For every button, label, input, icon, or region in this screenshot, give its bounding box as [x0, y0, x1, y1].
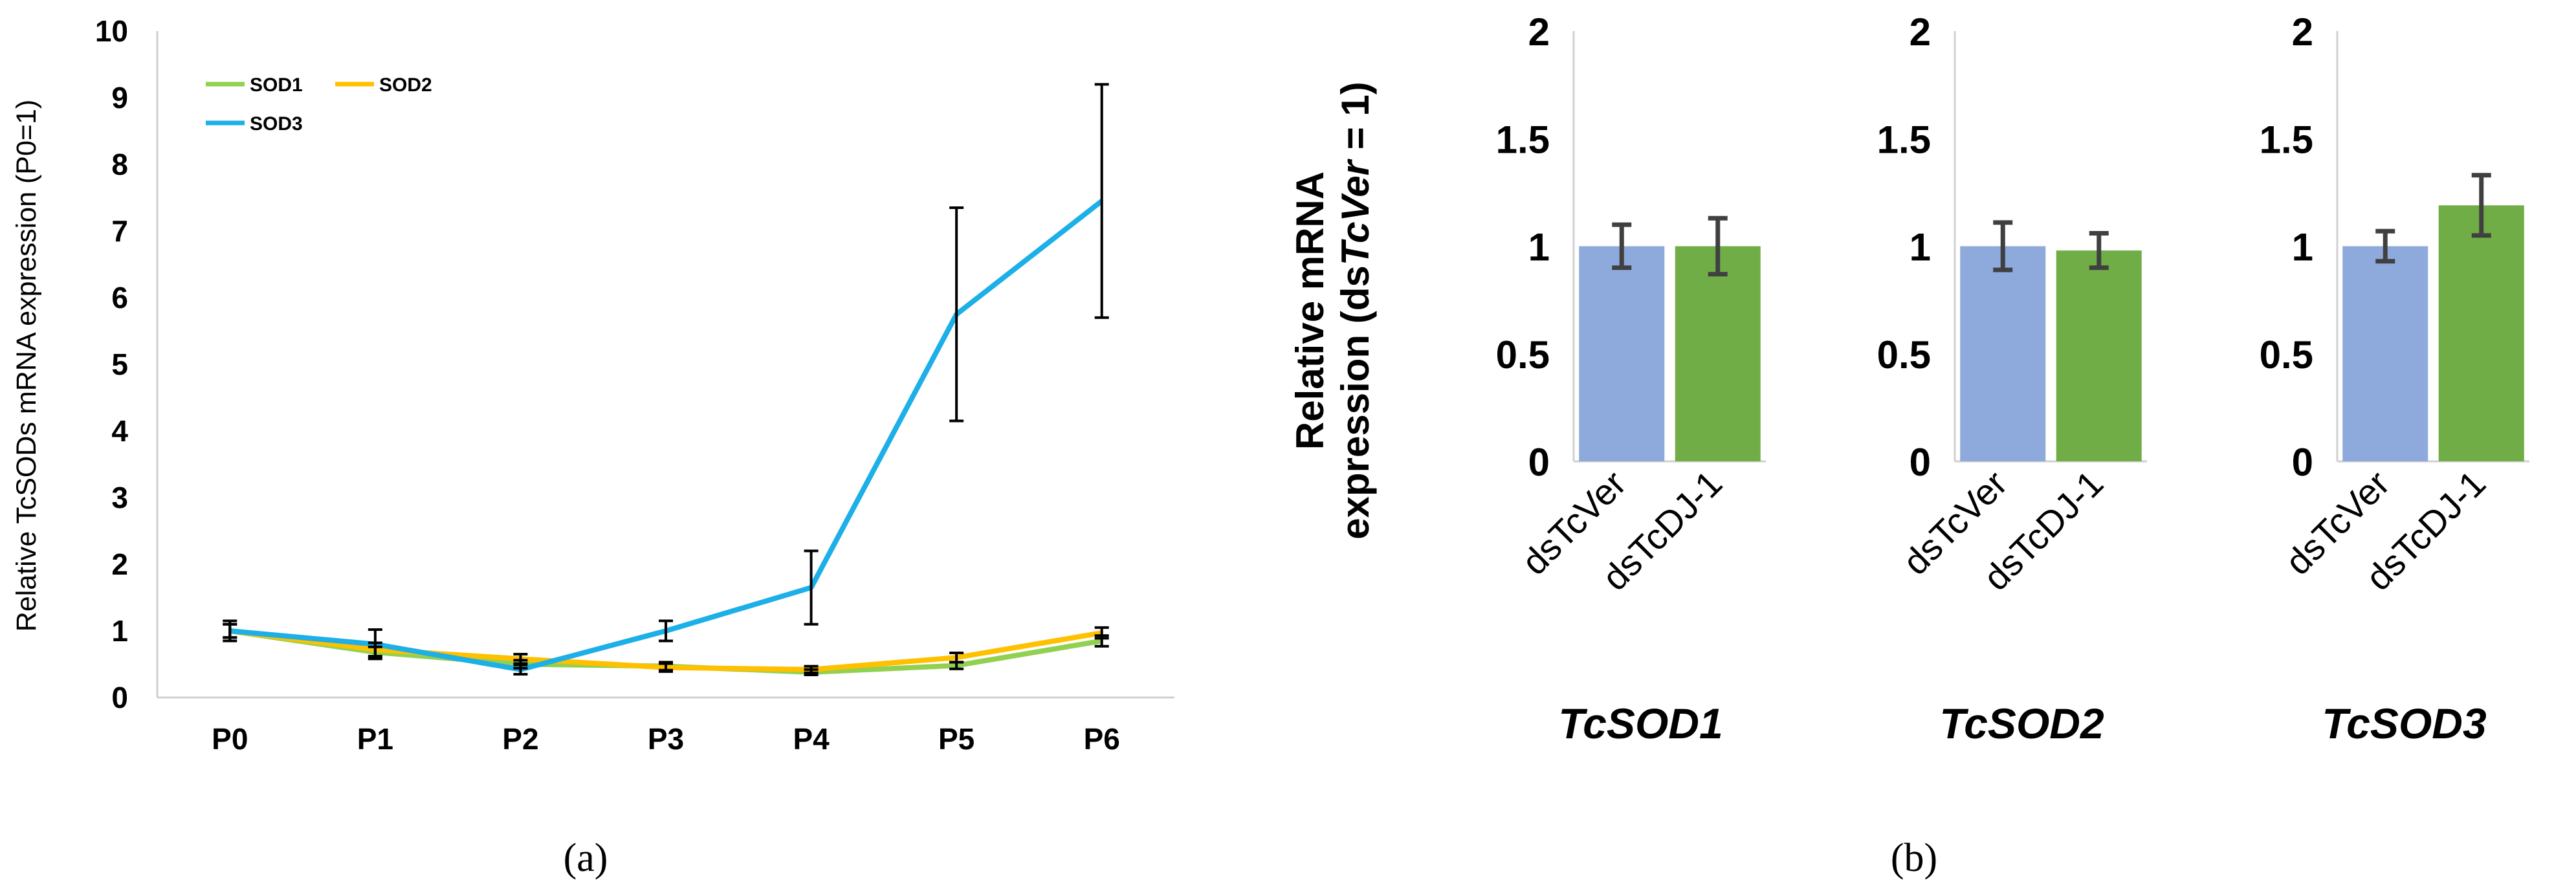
bar-chart-y-tick-label: 1: [2292, 226, 2313, 269]
line-chart-y-tick-label: 2: [111, 547, 128, 581]
bar-tcsod3-dstcver: [2342, 246, 2428, 461]
panel-label-b: (b): [1891, 836, 1937, 880]
bar-chart-title-tcsod2: TcSOD2: [1939, 699, 2104, 747]
bar-chart-y-tick-label: 0.5: [2260, 333, 2313, 377]
error-bar-sod3: [223, 619, 237, 643]
error-bar-sod3: [949, 206, 964, 423]
bar-chart-y-tick-label: 2: [2292, 10, 2313, 54]
line-chart-y-tick-label: 10: [95, 14, 128, 48]
panel-label-a: (a): [564, 836, 608, 880]
line-chart-x-tick-label: P1: [357, 722, 393, 756]
bar-tcsod3-dstcdj-1: [2438, 205, 2524, 461]
bar-tcsod1-dstcdj-1: [1675, 246, 1761, 461]
bar-error-bar: [1993, 220, 2013, 272]
bar-chart-y-tick-label: 0: [1528, 441, 1550, 484]
bar-error-bar: [2471, 173, 2491, 238]
bar-chart-y-tick-label: 0: [1910, 441, 1931, 484]
bar-chart-y-tick-label: 1.5: [1877, 118, 1931, 161]
bar-chart-y-tick-label: 1.5: [2260, 118, 2313, 161]
bar-subcharts: 00.511.52dsTcVerdsTcDJ-1TcSOD100.511.52d…: [1496, 10, 2529, 747]
bar-chart-panel: Relative mRNA expression (dsTcVer = 1) 0…: [1288, 10, 2529, 880]
line-chart-y-tick-label: 7: [111, 214, 128, 248]
line-chart-error-bars: [223, 83, 1109, 676]
bar-chart-y-tick-label: 2: [1910, 10, 1931, 54]
bar-chart-y-tick-label: 1: [1910, 226, 1931, 269]
bar-chart-y-tick-label: 0.5: [1877, 333, 1931, 377]
bar-chart-y-tick-label: 2: [1528, 10, 1550, 54]
line-chart-y-tick-label: 3: [111, 481, 128, 514]
line-chart-x-tick-label: P3: [648, 722, 684, 756]
error-bar-sod2: [804, 665, 819, 674]
line-chart-x-tick-label: P2: [502, 722, 538, 756]
bar-tcsod2-dstcdj-1: [2056, 250, 2142, 461]
line-chart-y-tick-label: 5: [111, 347, 128, 381]
line-chart-x-tick-label: P0: [212, 722, 248, 756]
bar-chart-y-tick-label: 0.5: [1496, 333, 1550, 377]
bar-chart-y-tick-label: 1.5: [1496, 118, 1550, 161]
bar-tcsod1-dstcver: [1579, 246, 1665, 461]
line-chart-legend: SOD1 SOD2 SOD3: [206, 74, 432, 135]
line-chart-panel: Relative TcSODs mRNA expression (P0=1) 0…: [11, 14, 1174, 880]
bar-error-bar: [1708, 215, 1728, 277]
error-bar-sod3: [1094, 83, 1109, 319]
line-chart-x-tick-label: P6: [1084, 722, 1120, 756]
error-bar-sod2: [659, 662, 673, 673]
line-chart-x-ticks: P0 P1 P2 P3 P4 P5 P6: [212, 722, 1120, 756]
error-bar-sod3: [368, 628, 382, 661]
line-chart-y-tick-label: 8: [111, 148, 128, 181]
line-chart-y-ticks: 0 1 2 3 4 5 6 7 8 9 10: [95, 14, 129, 714]
bar-tcsod2-dstcver: [1960, 246, 2046, 461]
bar-chart-title-tcsod3: TcSOD3: [2322, 699, 2486, 747]
bar-chart-title-tcsod1: TcSOD1: [1558, 699, 1723, 747]
error-bar-sod3: [513, 663, 528, 676]
line-chart-y-tick-label: 6: [111, 281, 128, 314]
error-bar-sod2: [949, 651, 964, 664]
error-bar-sod3: [659, 619, 673, 643]
line-chart-series: [229, 199, 1104, 675]
line-chart-y-axis-label: Relative TcSODs mRNA expression (P0=1): [11, 100, 42, 632]
line-chart-y-tick-label: 1: [111, 614, 128, 648]
legend-label-sod2: SOD2: [379, 74, 432, 96]
bar-error-bar: [2089, 231, 2109, 270]
line-chart-x-tick-label: P4: [793, 722, 830, 756]
line-chart-x-tick-label: P5: [938, 722, 974, 756]
bar-chart-y-axis-label-line1: Relative mRNA: [1288, 171, 1332, 450]
bar-chart-y-axis-label-line2: expression (dsTcVer = 1): [1334, 82, 1377, 540]
error-bar-sod3: [804, 549, 819, 626]
legend-label-sod3: SOD3: [250, 113, 303, 135]
bar-chart-y-tick-label: 1: [1528, 226, 1550, 269]
bar-chart-y-tick-label: 0: [2292, 441, 2313, 484]
line-chart-y-tick-label: 4: [111, 414, 128, 448]
legend-label-sod1: SOD1: [250, 74, 303, 96]
series-line-sod3: [229, 199, 1104, 672]
line-chart-y-tick-label: 0: [111, 681, 128, 714]
error-bar-sod2: [1094, 626, 1109, 640]
bar-error-bar: [2375, 228, 2395, 264]
error-bar-sod2: [513, 653, 528, 665]
bar-error-bar: [1612, 222, 1632, 270]
line-chart-y-tick-label: 9: [111, 81, 128, 115]
